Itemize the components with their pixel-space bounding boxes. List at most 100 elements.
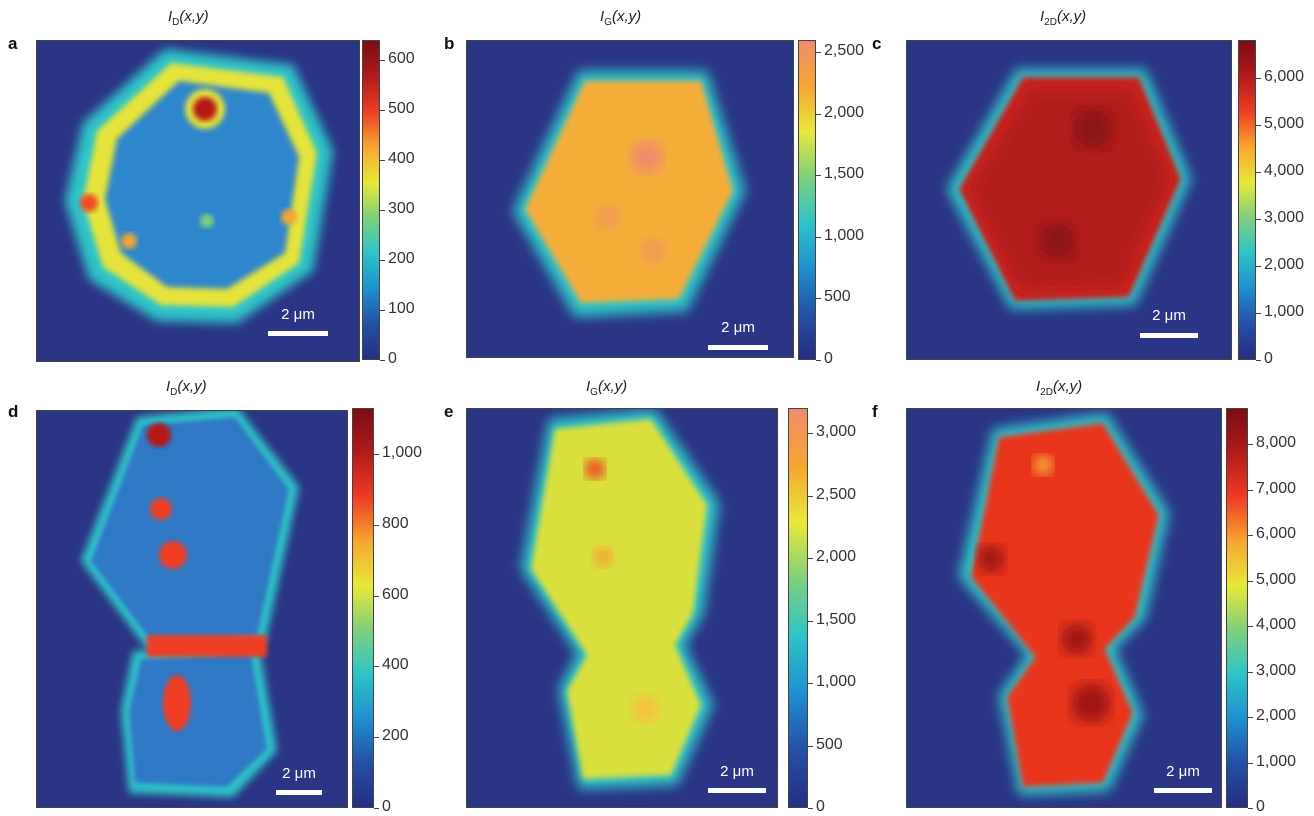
scale-bar	[1140, 333, 1198, 338]
panel-title: ID(x,y)	[166, 378, 207, 398]
panel-letter: a	[8, 34, 18, 53]
colorbar-tick-label: 0	[824, 350, 833, 367]
colorbar-tick-mark	[380, 110, 385, 111]
colorbar-tick-label: 600	[382, 585, 409, 603]
colorbar-tick-mark	[808, 683, 813, 684]
colorbar	[788, 408, 808, 808]
colorbar-tick-mark	[374, 808, 379, 809]
colorbar-tick-mark	[1248, 808, 1253, 809]
colorbar-tick-mark	[808, 620, 813, 622]
scale-bar	[708, 788, 766, 793]
colorbar-tick-mark	[808, 808, 813, 809]
colorbar-tick-label: 0	[816, 798, 825, 815]
colorbar-tick-mark	[374, 666, 379, 668]
colorbar-tick-mark	[1248, 580, 1253, 582]
colorbar-tick-mark	[816, 360, 821, 361]
panel-letter: c	[872, 34, 882, 53]
colorbar-tick-label: 1,000	[816, 673, 857, 690]
colorbar-tick-label: 4,000	[1256, 616, 1297, 634]
scale-bar	[268, 331, 328, 336]
colorbar-tick-label: 0	[1256, 798, 1265, 815]
colorbar-tick-mark	[380, 160, 385, 161]
colorbar-tick-mark	[374, 595, 379, 597]
panel-title: I2D(x,y)	[1036, 378, 1083, 398]
panel-title: IG(x,y)	[586, 378, 628, 398]
panel-title: ID(x,y)	[168, 8, 209, 28]
colorbar-tick-label: 3,000	[1264, 208, 1305, 226]
colorbar-tick-label: 2,500	[824, 42, 865, 60]
colorbar-tick-label: 2,000	[816, 548, 857, 565]
colorbar-tick-mark	[816, 298, 821, 300]
heatmap-image	[466, 408, 778, 808]
colorbar	[1238, 40, 1256, 360]
colorbar-tick-mark	[816, 236, 821, 238]
scale-bar-label: 2 μm	[281, 306, 315, 323]
colorbar-tick-mark	[1256, 360, 1261, 361]
colorbar-tick-label: 2,500	[816, 485, 857, 503]
heatmap-image	[906, 40, 1232, 360]
colorbar-tick-label: 0	[1264, 350, 1273, 367]
colorbar-tick-label: 8,000	[1256, 434, 1297, 452]
heatmap-image	[906, 408, 1222, 808]
colorbar-tick-label: 500	[816, 735, 843, 753]
colorbar-tick-label: 500	[388, 100, 415, 117]
colorbar-tick-mark	[1256, 218, 1261, 220]
colorbar-tick-mark	[380, 210, 385, 211]
colorbar-tick-label: 1,000	[382, 444, 423, 462]
colorbar-tick-mark	[1248, 489, 1253, 491]
colorbar	[1226, 408, 1248, 808]
colorbar-tick-mark	[1248, 444, 1253, 446]
colorbar-tick-label: 3,000	[1256, 661, 1297, 679]
colorbar-tick-label: 0	[388, 350, 397, 367]
scale-bar-label: 2 μm	[282, 765, 316, 782]
colorbar-tick-label: 400	[388, 150, 415, 167]
colorbar	[352, 408, 374, 808]
colorbar-tick-label: 0	[382, 798, 391, 815]
panel-letter: b	[444, 34, 455, 53]
colorbar-tick-mark	[1256, 265, 1261, 267]
colorbar-tick-mark	[1256, 171, 1261, 173]
colorbar-tick-mark	[816, 175, 821, 177]
heatmap-image	[36, 40, 360, 362]
scale-bar-label: 2 μm	[721, 319, 755, 336]
colorbar-tick-label: 300	[388, 200, 415, 217]
panel-letter: e	[444, 402, 454, 421]
colorbar-tick-label: 6,000	[1256, 525, 1297, 543]
panel-letter: f	[872, 402, 878, 421]
scale-bar-label: 2 μm	[1166, 763, 1200, 780]
colorbar-tick-label: 7,000	[1256, 479, 1297, 497]
colorbar-tick-label: 6,000	[1264, 67, 1305, 85]
colorbar-tick-label: 2,000	[1256, 707, 1297, 725]
colorbar-tick-mark	[808, 495, 813, 497]
colorbar	[798, 40, 816, 360]
colorbar-tick-label: 1,000	[1264, 302, 1305, 320]
colorbar-tick-label: 2,000	[824, 103, 865, 121]
colorbar-tick-label: 1,500	[816, 610, 857, 628]
colorbar-tick-mark	[1248, 626, 1253, 628]
colorbar-tick-label: 1,000	[824, 226, 865, 244]
colorbar-tick-label: 5,000	[1264, 114, 1305, 132]
colorbar-tick-mark	[1256, 312, 1261, 314]
colorbar-tick-mark	[1248, 535, 1253, 537]
scale-bar	[708, 345, 768, 350]
colorbar	[362, 40, 380, 360]
colorbar-tick-label: 5,000	[1256, 570, 1297, 588]
colorbar-tick-mark	[380, 60, 385, 61]
scale-bar-label: 2 μm	[720, 763, 754, 780]
colorbar-tick-mark	[374, 737, 379, 739]
colorbar-tick-mark	[1256, 77, 1261, 79]
colorbar-tick-mark	[808, 558, 813, 559]
heatmap-image	[466, 40, 794, 358]
panel-letter: d	[8, 402, 19, 421]
colorbar-tick-label: 200	[382, 727, 409, 745]
colorbar-tick-mark	[380, 260, 385, 261]
panel-title: I2D(x,y)	[1040, 8, 1087, 28]
colorbar-tick-label: 400	[382, 656, 409, 674]
colorbar-tick-mark	[808, 433, 813, 434]
scale-bar	[276, 790, 322, 795]
colorbar-tick-mark	[816, 113, 821, 115]
scale-bar-label: 2 μm	[1152, 307, 1186, 324]
colorbar-tick-mark	[1248, 717, 1253, 719]
colorbar-tick-label: 4,000	[1264, 161, 1305, 179]
colorbar-tick-label: 1,500	[824, 165, 865, 183]
